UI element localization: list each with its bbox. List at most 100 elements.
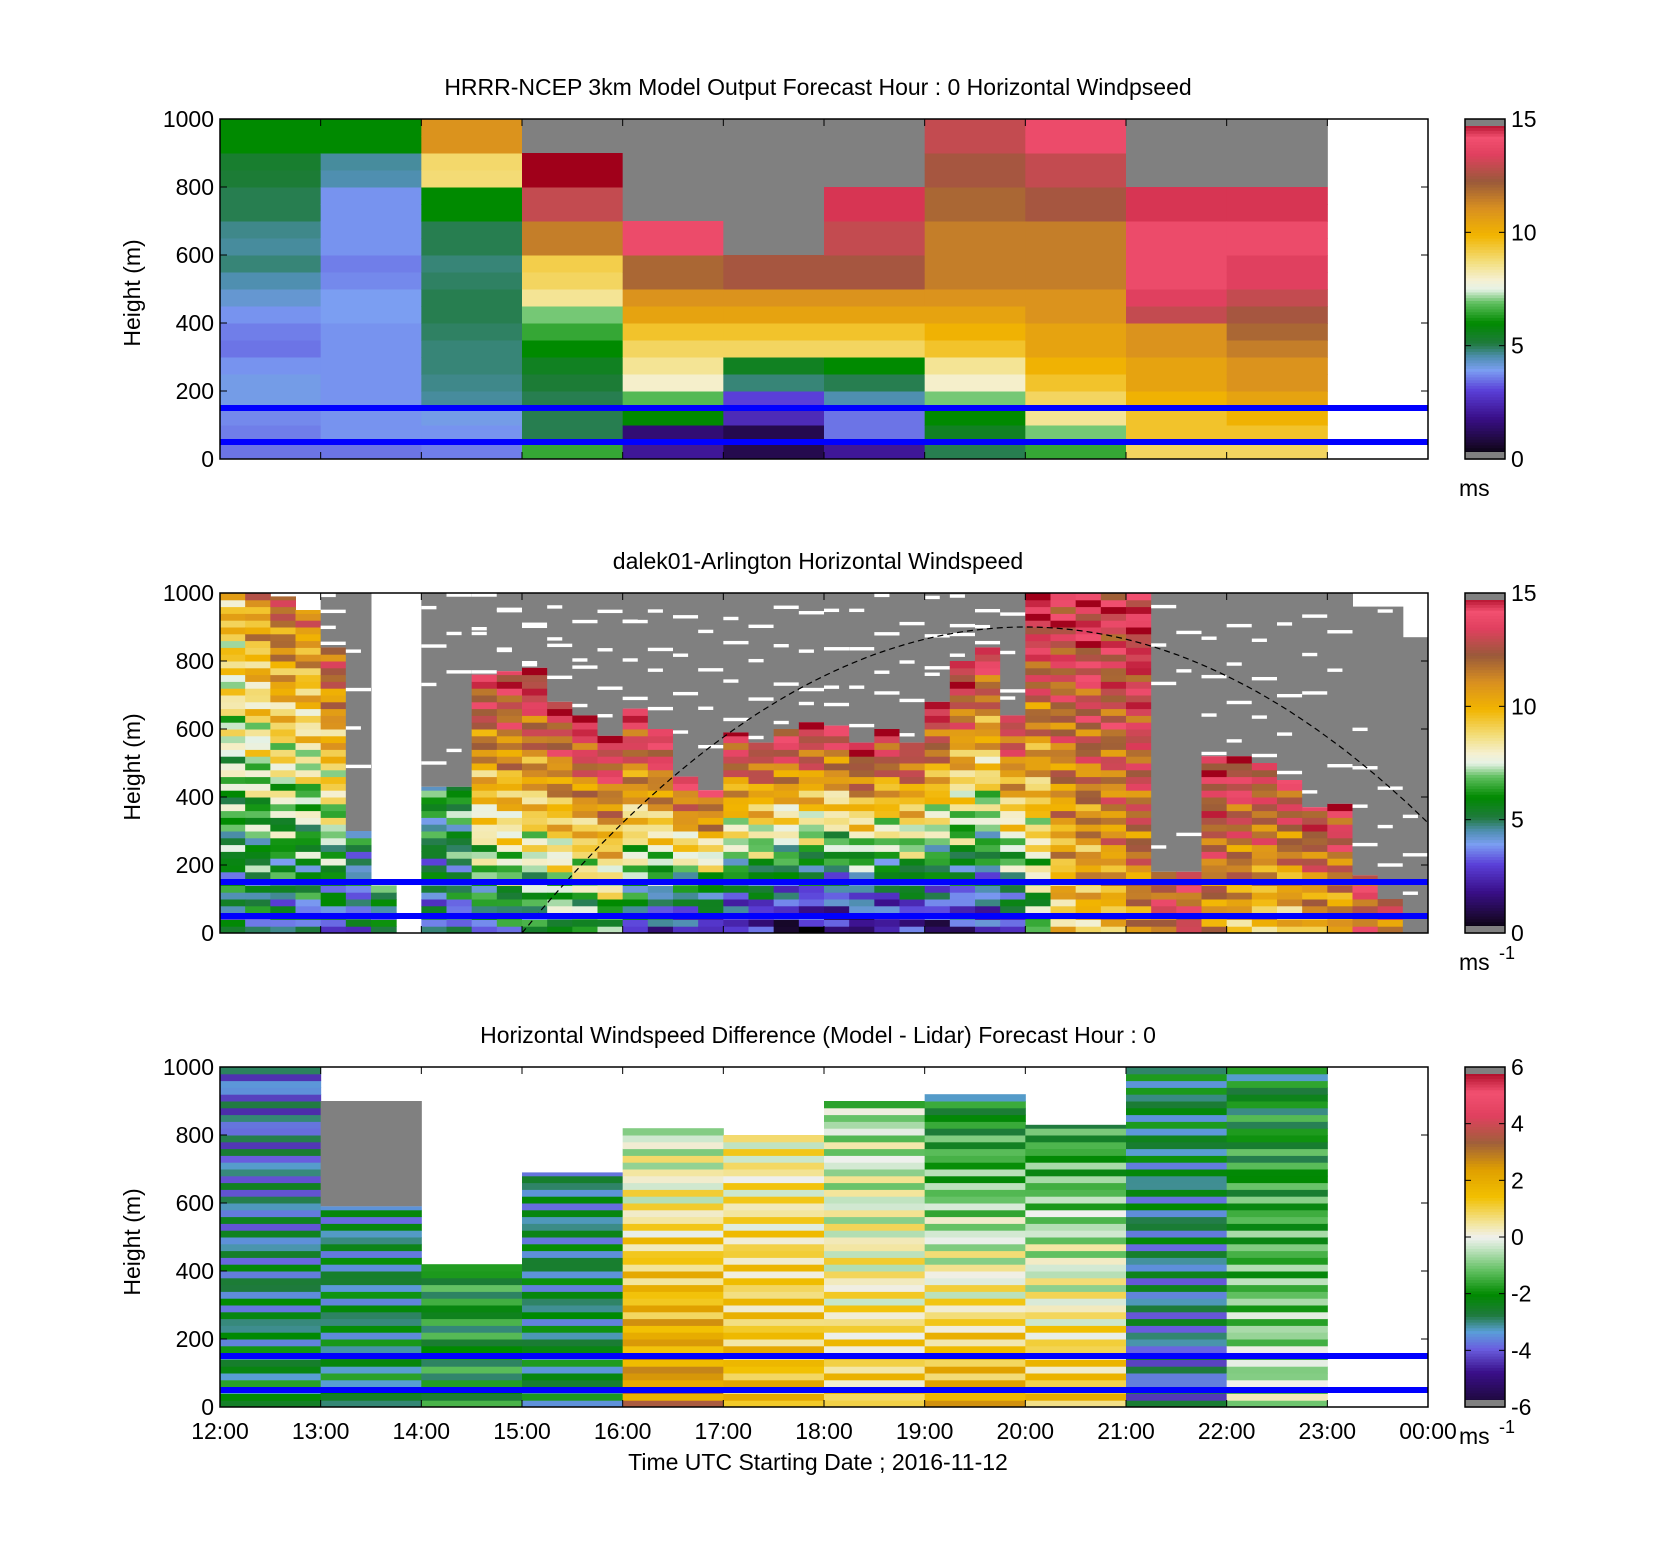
heatmap-cell (547, 837, 573, 846)
heatmap-cell (874, 735, 900, 744)
heatmap-cell (245, 599, 271, 608)
heatmap-cell (270, 776, 296, 784)
heatmap-cell (622, 1203, 724, 1211)
heatmap-cell (320, 776, 347, 784)
heatmap-cell (622, 783, 649, 791)
missing-data-cell (320, 593, 347, 648)
heatmap-cell (723, 1216, 825, 1224)
colorbar-swatch (1465, 170, 1505, 174)
heatmap-cell (1050, 701, 1077, 710)
heatmap-cell (1000, 926, 1026, 934)
heatmap-cell (320, 865, 347, 873)
heatmap-cell (622, 735, 649, 744)
heatmap-cell (874, 776, 900, 784)
heatmap-cell (421, 272, 523, 290)
heatmap-cell (924, 1305, 1026, 1313)
heatmap-cell (471, 776, 498, 784)
heatmap-cell (748, 742, 775, 750)
heatmap-cell (673, 776, 699, 784)
colorbar-swatch (1465, 621, 1505, 625)
heatmap-cell (220, 1135, 322, 1143)
heatmap-cell (924, 1175, 1026, 1184)
heatmap-cell (849, 790, 875, 798)
heatmap-cell (698, 810, 724, 818)
heatmap-cell (1050, 892, 1077, 900)
heatmap-cell (220, 729, 246, 737)
heatmap-cell (522, 776, 548, 784)
heatmap-cell (1025, 1209, 1127, 1218)
heatmap-cell (1151, 899, 1177, 907)
heatmap-cell (220, 442, 322, 460)
heatmap-cell (496, 783, 523, 791)
heatmap-cell (471, 919, 498, 927)
colorbar-swatch (1465, 1160, 1505, 1164)
y-tick-label: 600 (176, 242, 214, 268)
heatmap-cell (1025, 803, 1051, 812)
colorbar-swatch (1465, 890, 1505, 894)
colorbar-swatch (1465, 1347, 1505, 1351)
heatmap-cell (496, 695, 523, 703)
gap-cell (798, 611, 824, 615)
heatmap-cell (522, 323, 624, 341)
heatmap-cell (572, 824, 598, 832)
gap-cell (522, 624, 548, 629)
colorbar-swatch (1465, 184, 1505, 188)
missing-data-cell (522, 119, 624, 153)
heatmap-cell (295, 865, 322, 873)
heatmap-cell (698, 926, 724, 934)
colorbar-swatch (1465, 1197, 1505, 1201)
heatmap-cell (1151, 892, 1177, 900)
colorbar-swatch (1465, 867, 1505, 872)
heatmap-cell (320, 654, 347, 662)
heatmap-cell (773, 905, 800, 914)
colorbar-swatch (1465, 714, 1505, 719)
heatmap-cell (320, 1373, 422, 1381)
missing-data-cell (723, 593, 749, 733)
heatmap-cell (622, 1298, 724, 1306)
heatmap-cell (496, 831, 523, 839)
heatmap-cell (1126, 1379, 1228, 1388)
colorbar-swatch (1465, 1234, 1505, 1238)
heatmap-cell (471, 831, 498, 839)
heatmap-cell (245, 722, 271, 730)
colorbar-swatch (1465, 788, 1505, 792)
heatmap-cell (1050, 905, 1077, 914)
gap-cell (924, 595, 940, 600)
gap-cell (1377, 824, 1393, 829)
heatmap-cell (1075, 667, 1102, 676)
gap-cell (975, 640, 1001, 645)
x-tick-labels: 12:00 13:00 14:00 15:00 16:00 17:00 18:00 19:00… (191, 1418, 1457, 1444)
heatmap-cell (522, 272, 624, 290)
gap-cell (547, 675, 573, 680)
gap-cell (1377, 863, 1403, 867)
heatmap-cell (622, 391, 724, 409)
heatmap-cell (421, 187, 523, 205)
heatmap-cell (698, 858, 724, 866)
heatmap-cell (1100, 824, 1127, 832)
heatmap-cell (572, 919, 598, 927)
heatmap-cell (924, 1114, 1026, 1122)
heatmap-cell (220, 1400, 322, 1408)
heatmap-cell (899, 844, 926, 852)
heatmap-cell (899, 851, 926, 859)
heatmap-cell (421, 1298, 523, 1306)
colorbar-swatch (1465, 1344, 1505, 1349)
gap-cell (522, 622, 548, 626)
heatmap-cell (522, 844, 548, 852)
heatmap-cell (975, 885, 1001, 893)
heatmap-cell (320, 701, 347, 710)
heatmap-cell (496, 790, 523, 798)
heatmap-cell (1201, 763, 1228, 771)
heatmap-cell (572, 871, 598, 880)
heatmap-cell (899, 790, 926, 798)
heatmap-cell (647, 749, 674, 757)
heatmap-cell (1126, 899, 1152, 907)
heatmap-cell (849, 769, 875, 778)
colorbar-swatch (1465, 723, 1505, 727)
heatmap-cell (1126, 221, 1228, 239)
heatmap-cell (320, 374, 422, 392)
heatmap-cell (320, 1332, 422, 1340)
heatmap-cell (1226, 1264, 1328, 1272)
missing-data-cell (622, 593, 649, 709)
